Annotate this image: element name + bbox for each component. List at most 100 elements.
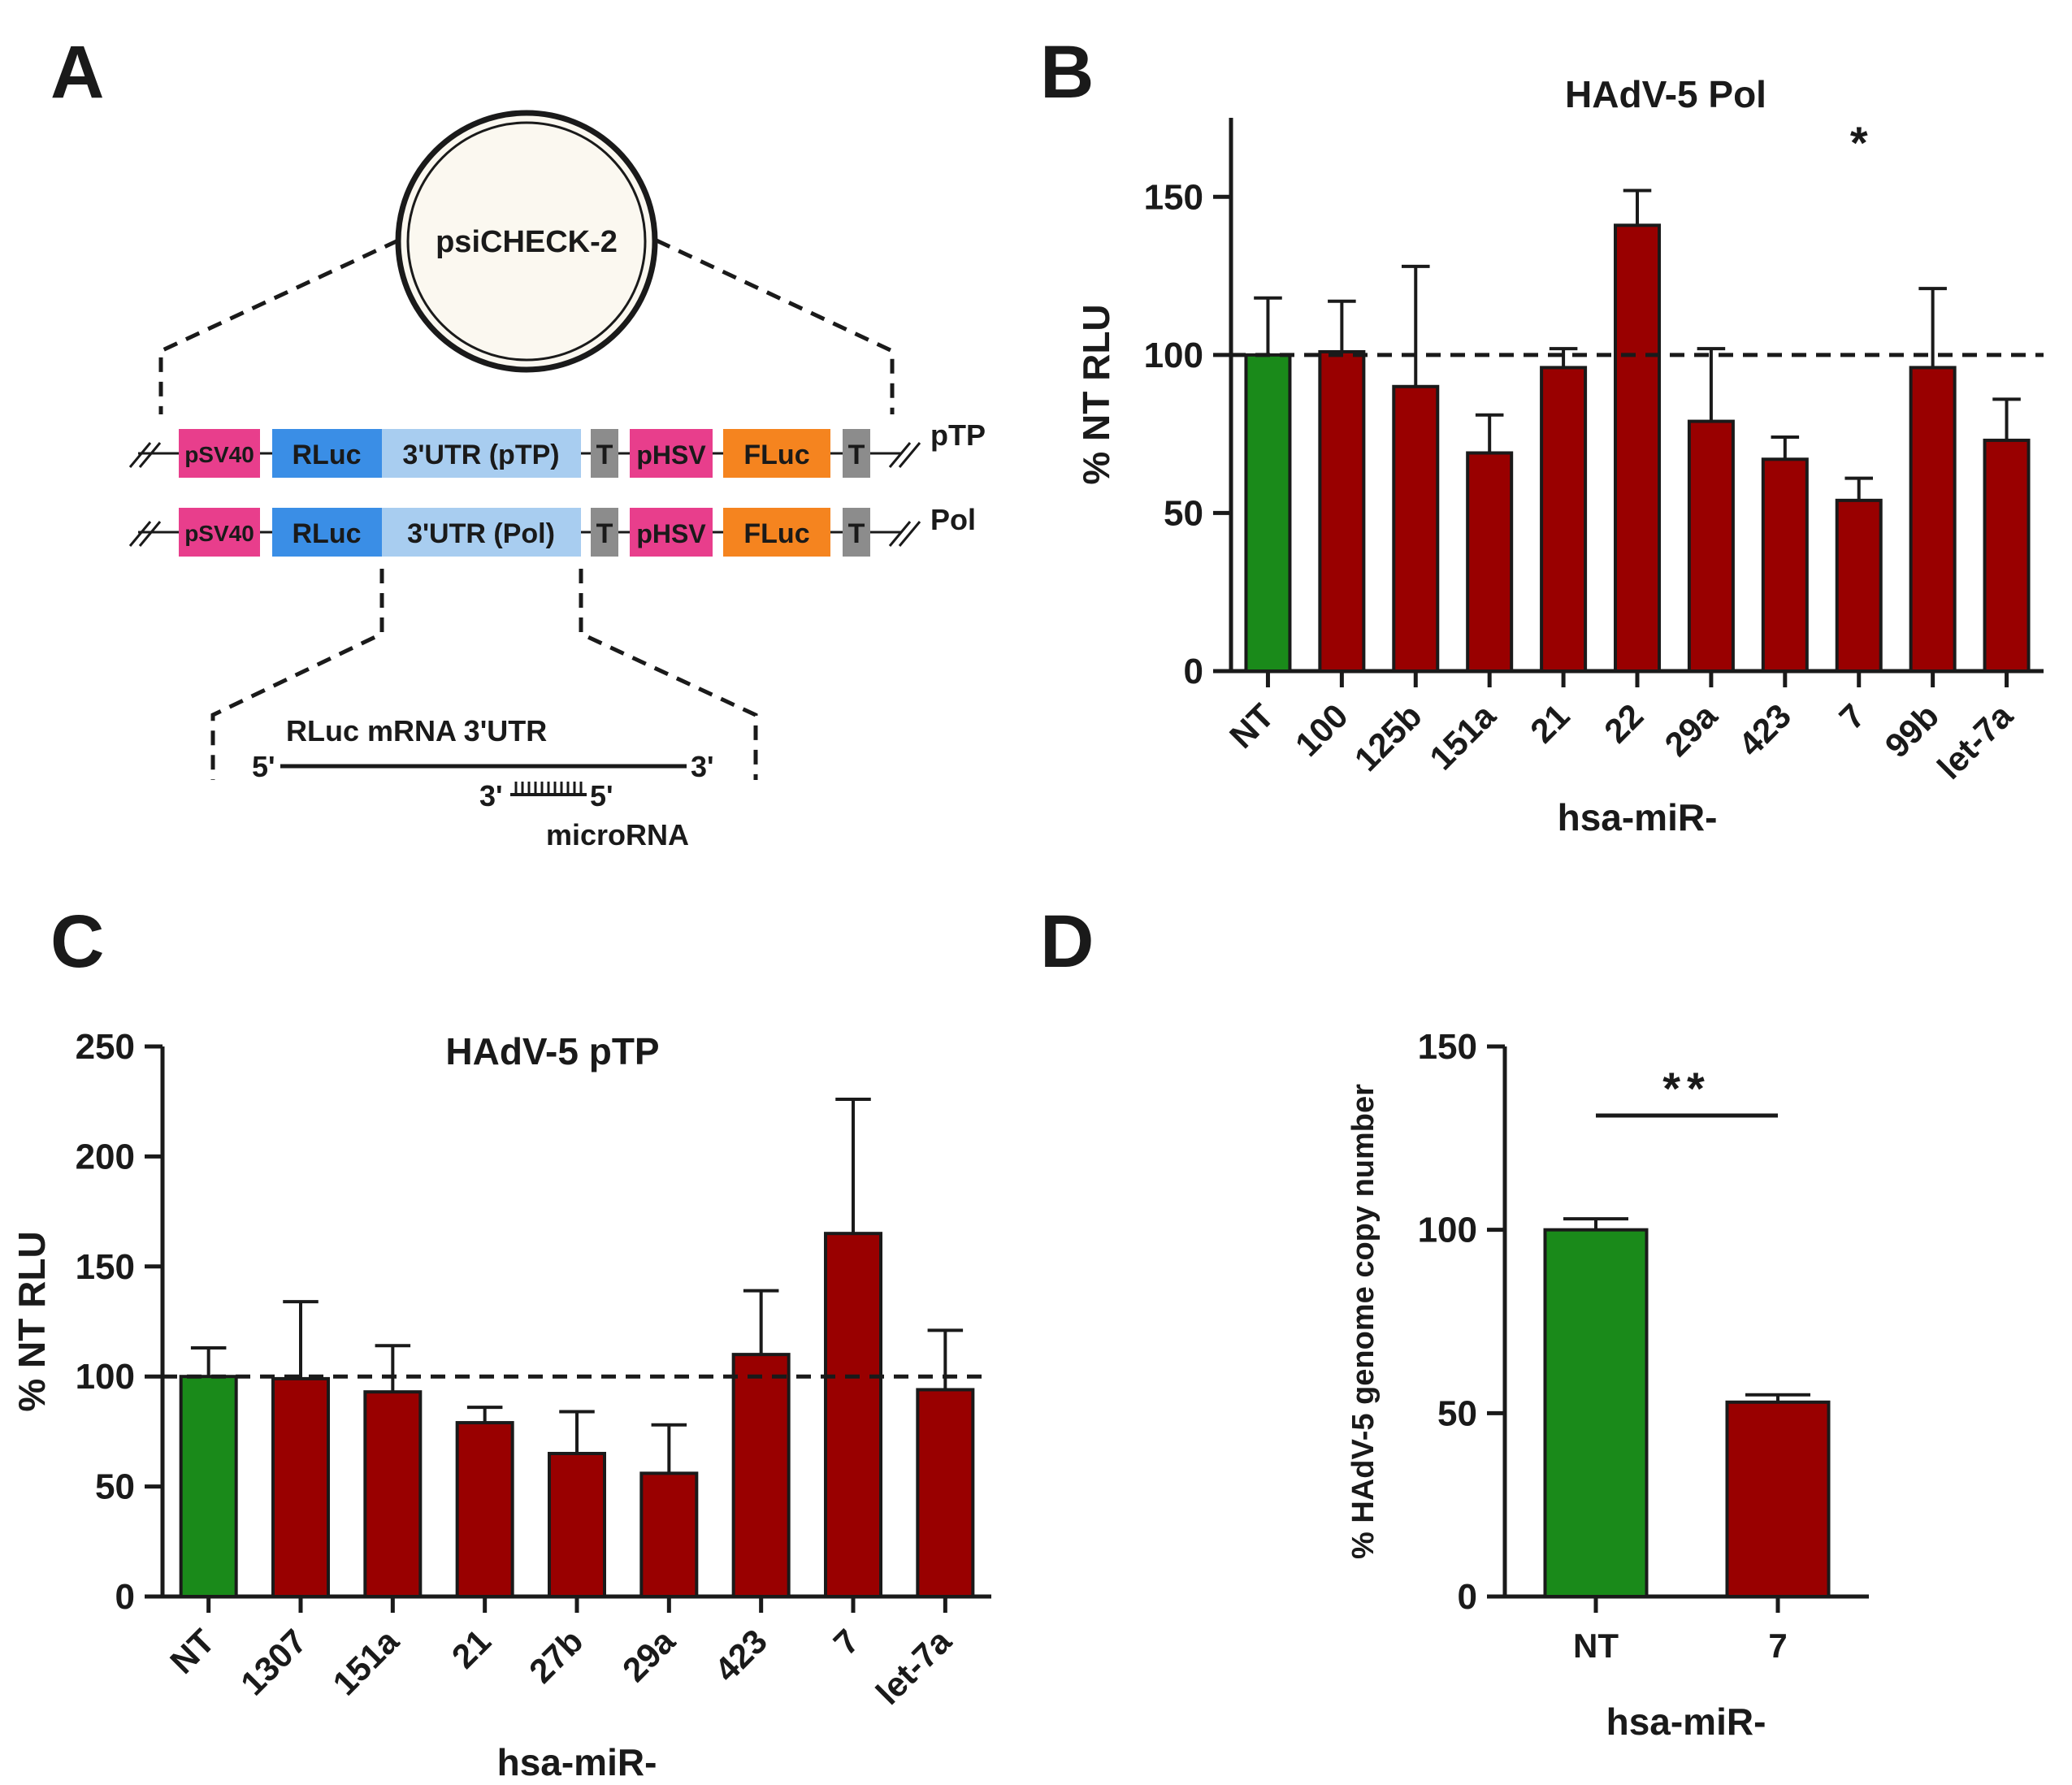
category-label: let-7a <box>869 1622 959 1712</box>
bar-29a <box>639 1471 699 1599</box>
construct-row-pol: pSV40 RLuc 3'UTR (Pol) T pHSV FLuc T Pol <box>128 503 976 557</box>
category-label: 27b <box>522 1622 590 1690</box>
x-axis-label: hsa-miR- <box>497 1741 657 1783</box>
panel-label-d: D <box>1040 900 1094 983</box>
y-tick-label: 150 <box>1144 177 1203 217</box>
segment-t2-label: T <box>848 518 865 549</box>
break-right-icon <box>888 442 921 468</box>
bar-27b <box>548 1451 606 1598</box>
y-tick-label: 100 <box>1144 336 1203 375</box>
y-tick-label: 50 <box>1437 1393 1477 1433</box>
bar-423 <box>731 1353 791 1598</box>
row-name-pol: Pol <box>930 503 976 536</box>
segment-phsv <box>630 508 713 557</box>
segment-t1-label: T <box>596 518 613 549</box>
zoom-line-right <box>655 238 895 414</box>
category-label: NT <box>163 1622 222 1681</box>
segment-fluc <box>723 508 830 557</box>
bar-nt <box>179 1375 238 1598</box>
segment-fluc <box>723 429 830 478</box>
category-label: let-7a <box>1930 696 2020 786</box>
zoom-line-utr-left <box>210 569 384 780</box>
chart-hadv5-ptp: HAdV-5 pTP 0 50 100 150 200 250 NT 1307 151a 21 27b… <box>11 1027 991 1783</box>
bar-21 <box>1540 366 1588 673</box>
bar-7 <box>824 1232 882 1599</box>
y-tick-label: 50 <box>95 1467 135 1507</box>
y-tick-label: 150 <box>1418 1027 1477 1067</box>
category-label: NT <box>1573 1627 1619 1665</box>
plasmid-circle <box>395 110 658 373</box>
segment-t2-label: T <box>848 440 865 470</box>
y-axis-label: % NT RLU <box>1075 304 1117 484</box>
category-label: 423 <box>1731 696 1798 764</box>
category-label: 7 <box>826 1622 867 1662</box>
segment-rluc-label: RLuc <box>293 440 362 470</box>
mrna-five-prime: 5' <box>252 750 275 783</box>
segment-t2 <box>843 508 870 557</box>
break-left-icon <box>128 521 162 547</box>
segment-rluc <box>272 429 382 478</box>
chart-genome-copy-number: 0 50 100 150 NT 7 ** hsa-miR- % HAdV-5 genome co… <box>1346 1027 1869 1743</box>
segment-phsv-label: pHSV <box>636 440 706 470</box>
y-tick-label: 0 <box>1184 652 1203 691</box>
break-right-icon <box>888 521 921 547</box>
segment-t2 <box>843 429 870 478</box>
construct-row-ptp: pSV40 RLuc 3'UTR (pTP) T pHSV FLuc T pTP <box>128 418 986 478</box>
mrna-three-prime: 3' <box>691 750 714 783</box>
category-label: 7 <box>1831 696 1872 737</box>
category-label: 100 <box>1288 696 1355 764</box>
segment-psv40-label: pSV40 <box>184 442 254 467</box>
segment-fluc-label: FLuc <box>743 440 809 470</box>
category-label: 151a <box>325 1622 406 1703</box>
bar-151a <box>363 1390 423 1598</box>
bar-22 <box>1614 223 1661 673</box>
segment-psv40 <box>179 508 260 557</box>
category-label: 423 <box>707 1622 774 1689</box>
category-label: 1307 <box>233 1622 314 1702</box>
y-tick-label: 0 <box>1458 1577 1477 1617</box>
bar-7 <box>1725 1400 1831 1598</box>
segment-utr-label: 3'UTR (pTP) <box>402 440 559 470</box>
category-label: 21 <box>444 1622 498 1675</box>
zoom-line-left <box>158 238 400 414</box>
bar-1307 <box>271 1376 330 1598</box>
category-label: 125b <box>1347 696 1429 778</box>
segment-utr <box>382 508 581 557</box>
y-tick-label: 100 <box>1418 1211 1477 1250</box>
chart-title: HAdV-5 pTP <box>445 1030 659 1072</box>
row-name-ptp: pTP <box>930 418 986 452</box>
category-label: 7 <box>1768 1627 1787 1665</box>
significance-marker: ** <box>1662 1063 1711 1114</box>
segment-utr <box>382 429 581 478</box>
base-pairing-ticks <box>514 782 583 795</box>
bar-125b <box>1392 384 1440 673</box>
category-label: 151a <box>1422 696 1503 778</box>
segment-utr-label: 3'UTR (Pol) <box>407 518 555 549</box>
y-tick-label: 100 <box>76 1357 135 1397</box>
category-label: NT <box>1222 696 1281 756</box>
bar-let-7a <box>916 1388 975 1598</box>
segment-t1 <box>591 508 618 557</box>
segment-psv40-label: pSV40 <box>184 521 254 546</box>
segment-psv40 <box>179 429 260 478</box>
y-tick-label: 0 <box>115 1577 135 1617</box>
category-label: 29a <box>1657 696 1724 764</box>
x-axis-label: hsa-miR- <box>1558 796 1718 838</box>
segment-phsv <box>630 429 713 478</box>
panel-label-a: A <box>50 31 104 114</box>
y-tick-label: 150 <box>76 1247 135 1287</box>
bar-21 <box>455 1421 514 1598</box>
plasmid-inner-ring <box>406 121 647 362</box>
mrna-label: RLuc mRNA 3'UTR <box>286 714 547 747</box>
bar-29a <box>1687 419 1735 673</box>
bar-151a <box>1466 451 1514 674</box>
category-label: 22 <box>1597 696 1650 750</box>
bar-99b <box>1909 366 1957 673</box>
y-tick-label: 50 <box>1164 493 1203 533</box>
segment-rluc <box>272 508 382 557</box>
y-axis-label: % NT RLU <box>11 1231 53 1411</box>
microrna-three-prime: 3' <box>479 779 503 812</box>
y-tick-label: 250 <box>76 1027 135 1067</box>
